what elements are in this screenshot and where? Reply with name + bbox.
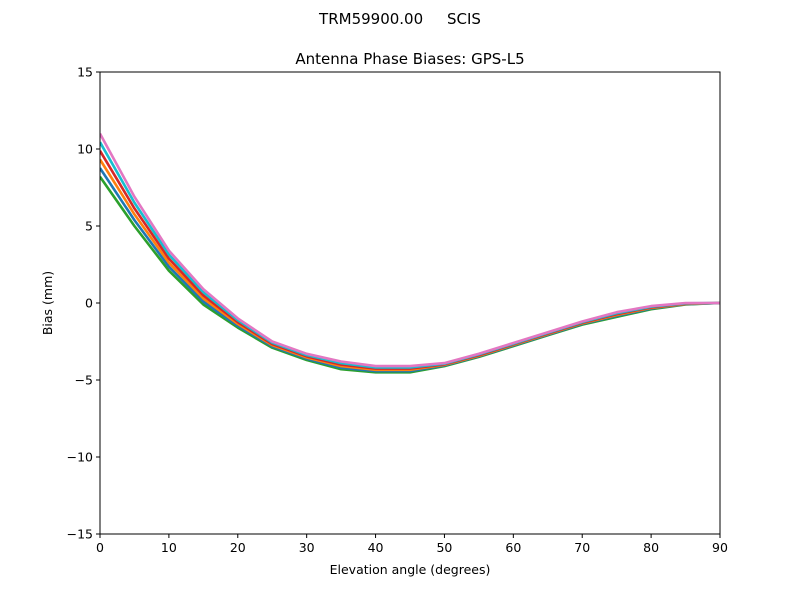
chart-suptitle: TRM59900.00 SCIS [318,10,481,28]
series-line-5 [100,132,720,368]
y-tick-label: −5 [75,373,93,388]
series-line-0 [100,175,720,374]
series-line-4 [100,141,720,369]
x-tick-label: 80 [643,540,659,555]
y-tick-label: 5 [85,219,93,234]
y-tick-label: −15 [67,527,93,542]
x-tick-label: 0 [96,540,104,555]
x-tick-label: 70 [574,540,590,555]
x-tick-label: 20 [230,540,246,555]
y-tick-label: 0 [85,296,93,311]
x-tick-label: 10 [161,540,177,555]
series-line-3 [100,150,720,370]
plot-frame [99,71,721,535]
x-axis-label: Elevation angle (degrees) [330,562,491,577]
y-tick-label: 15 [77,65,93,80]
ticks-layer: 0 10 20 30 40 50 60 70 80 90 −15 −10 −5 0 5 10 15 [67,65,728,556]
y-axis-label: Bias (mm) [40,271,55,335]
x-tick-label: 50 [436,540,452,555]
x-tick-label: 30 [299,540,315,555]
series-layer [100,132,720,374]
chart-title: Antenna Phase Biases: GPS-L5 [295,50,524,68]
x-tick-label: 90 [712,540,728,555]
x-tick-label: 60 [505,540,521,555]
series-line-2 [100,158,720,372]
x-tick-label: 40 [368,540,384,555]
y-tick-label: 10 [77,142,93,157]
series-line-1 [100,167,720,373]
y-tick-label: −10 [67,450,93,465]
